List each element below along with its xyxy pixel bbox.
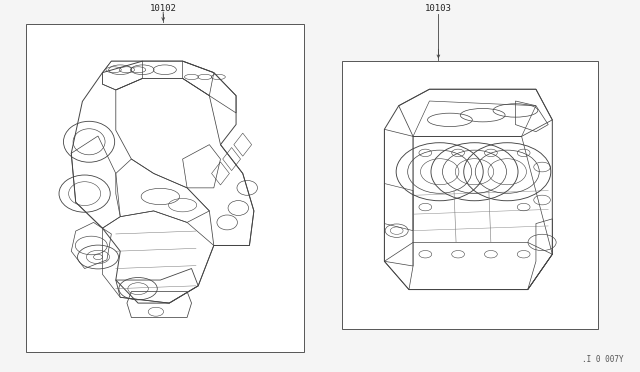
Bar (342, 61, 598, 329)
Bar (26, 24, 304, 352)
Text: 10103: 10103 (425, 4, 452, 13)
Text: .I 0 007Y: .I 0 007Y (582, 355, 624, 364)
Text: 10102: 10102 (150, 4, 177, 13)
